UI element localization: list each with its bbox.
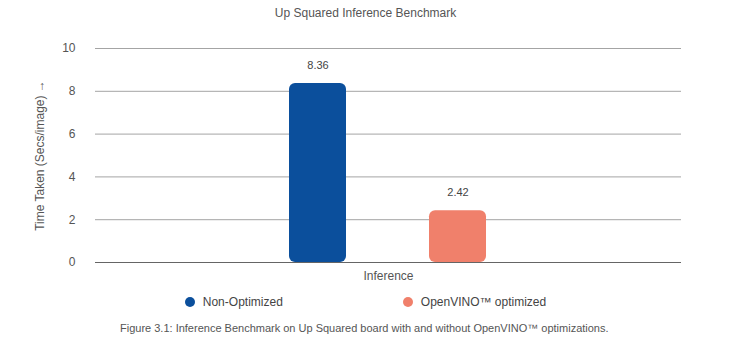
svg-text:6: 6 xyxy=(69,127,76,141)
html-text:Figure 3.1: Inference Benchmar: Figure 3.1: Inference Benchmark on Up Sq… xyxy=(120,322,609,334)
svg-text:8.36: 8.36 xyxy=(307,59,328,71)
html-text:Non-Optimized: Non-Optimized xyxy=(202,295,283,309)
svg-text:2.42: 2.42 xyxy=(447,186,468,198)
svg-text:0: 0 xyxy=(69,255,76,269)
html-text:Up Squared Inference Benchmark: Up Squared Inference Benchmark xyxy=(274,6,457,20)
html-text:OpenVINO™ optimized: OpenVINO™ optimized xyxy=(420,295,547,309)
svg-text:2: 2 xyxy=(69,213,76,227)
svg-text:8: 8 xyxy=(69,84,76,98)
svg-text:4: 4 xyxy=(69,170,76,184)
svg-text:Time Taken (Secs/image) →: Time Taken (Secs/image) → xyxy=(33,80,47,231)
svg-text:Inference: Inference xyxy=(363,269,413,283)
svg-text:10: 10 xyxy=(62,41,76,55)
